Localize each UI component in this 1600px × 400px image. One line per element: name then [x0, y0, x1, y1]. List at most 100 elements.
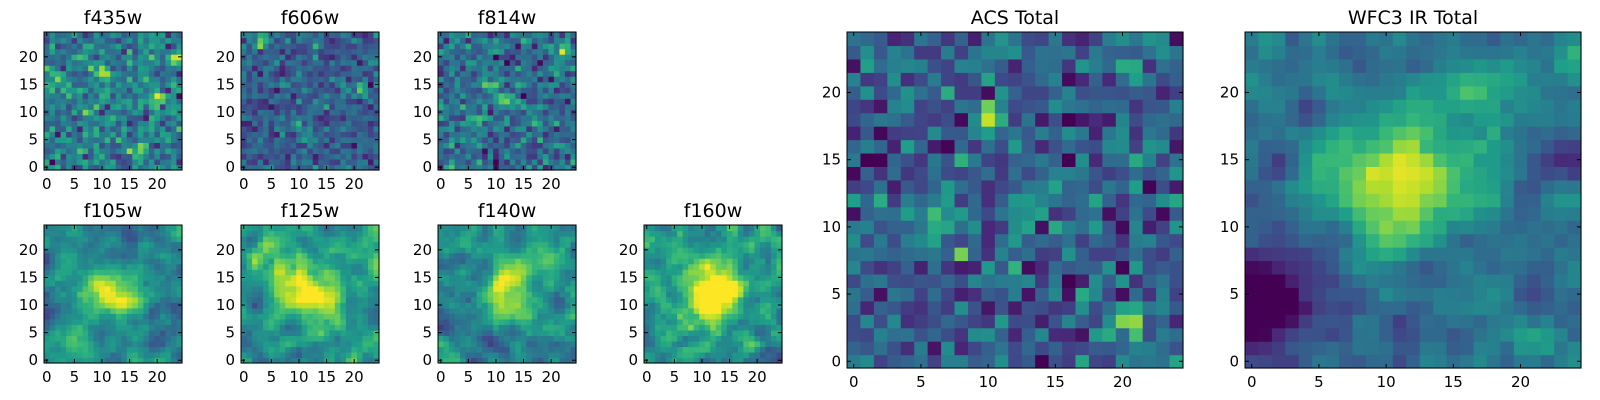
heatmap-cell: [1169, 206, 1184, 221]
heatmap-cell: [165, 59, 172, 66]
heatmap-cell: [329, 109, 336, 116]
x-tick-label: 0: [42, 175, 52, 193]
heatmap-cell: [252, 147, 259, 155]
heatmap-cell: [559, 263, 566, 270]
heatmap-cell: [493, 114, 500, 121]
heatmap-cell: [165, 153, 172, 160]
heatmap-cell: [1075, 273, 1090, 288]
heatmap-cell: [268, 158, 275, 166]
heatmap-cell: [143, 125, 150, 132]
heatmap-cell: [126, 87, 133, 94]
heatmap-cell: [170, 120, 178, 127]
heatmap-cell: [318, 59, 325, 66]
heatmap-cell: [115, 48, 122, 55]
heatmap-cell: [564, 103, 572, 110]
heatmap-cell: [362, 247, 369, 254]
heatmap-cell: [860, 152, 875, 167]
heatmap-cell: [482, 153, 489, 160]
heatmap-cell: [682, 335, 689, 342]
heatmap-cell: [263, 247, 270, 254]
heatmap-cell: [515, 87, 522, 94]
heatmap-cell: [553, 307, 561, 314]
heatmap-cell: [765, 247, 772, 254]
heatmap-cell: [655, 258, 662, 265]
heatmap-cell: [666, 285, 673, 292]
heatmap-cell: [88, 269, 95, 276]
heatmap-cell: [154, 236, 161, 243]
heatmap-cell: [559, 125, 566, 132]
heatmap-cell: [515, 357, 522, 364]
heatmap-cell: [104, 92, 111, 99]
heatmap-cell: [356, 258, 364, 265]
heatmap-cell: [351, 236, 358, 243]
heatmap-cell: [318, 225, 325, 232]
heatmap-cell: [715, 236, 722, 243]
heatmap-cell: [252, 164, 259, 171]
heatmap-cell: [362, 153, 369, 160]
heatmap-cell: [285, 125, 292, 132]
heatmap-cell: [323, 236, 330, 243]
heatmap-cell: [329, 59, 336, 66]
heatmap-cell: [737, 335, 744, 342]
heatmap-cell: [362, 114, 369, 121]
heatmap-cell: [770, 313, 778, 320]
heatmap-cell: [143, 313, 150, 320]
heatmap-cell: [726, 280, 733, 287]
heatmap-cell: [137, 70, 144, 77]
heatmap-cell: [82, 318, 89, 325]
heatmap-cell: [55, 48, 62, 55]
heatmap-cell: [710, 258, 717, 265]
heatmap-cell: [268, 351, 275, 359]
heatmap-cell: [88, 247, 95, 254]
heatmap-cell: [655, 340, 662, 348]
heatmap-cell: [860, 300, 875, 315]
heatmap-cell: [93, 87, 100, 94]
heatmap-cell: [671, 351, 678, 359]
heatmap-cell: [748, 307, 755, 314]
heatmap-cell: [548, 274, 555, 281]
heatmap-cell: [170, 59, 178, 66]
heatmap-cell: [176, 340, 183, 348]
heatmap-cell: [520, 346, 527, 353]
heatmap-cell: [847, 341, 862, 356]
heatmap-cell: [471, 269, 478, 276]
heatmap-cell: [88, 241, 95, 248]
heatmap-cell: [666, 296, 673, 303]
heatmap-cell: [1062, 341, 1077, 356]
heatmap-cell: [334, 92, 341, 99]
heatmap-cell: [748, 241, 755, 248]
heatmap-cell: [465, 351, 472, 359]
heatmap-cell: [887, 193, 902, 208]
heatmap-cell: [351, 291, 358, 298]
heatmap-cell: [504, 357, 511, 364]
heatmap-cell: [279, 164, 286, 171]
heatmap-cell: [1156, 193, 1171, 208]
heatmap-cell: [55, 147, 62, 155]
heatmap-cell: [126, 236, 133, 243]
heatmap-cell: [1021, 354, 1036, 369]
heatmap-cell: [487, 164, 494, 171]
heatmap-cell: [520, 318, 527, 325]
heatmap-cell: [1115, 354, 1130, 369]
heatmap-cell: [307, 131, 314, 138]
heatmap-cell: [345, 351, 352, 359]
heatmap-cell: [981, 327, 996, 342]
heatmap-cell: [443, 313, 450, 320]
heatmap-cell: [49, 87, 56, 94]
heatmap-cell: [296, 335, 303, 342]
heatmap-cell: [104, 329, 111, 336]
heatmap-cell: [268, 230, 275, 237]
heatmap-cell: [66, 357, 73, 364]
heatmap-cell: [914, 314, 929, 329]
heatmap-cell: [504, 318, 511, 325]
heatmap-cell: [49, 81, 56, 88]
heatmap-cell: [509, 230, 516, 237]
heatmap-cell: [126, 48, 133, 55]
heatmap-cell: [334, 335, 341, 342]
heatmap-cell: [285, 329, 292, 336]
heatmap-cell: [509, 76, 516, 83]
heatmap-cell: [476, 70, 483, 77]
heatmap-cell: [274, 357, 281, 364]
heatmap-cell: [515, 252, 522, 259]
heatmap-cell: [1115, 300, 1130, 315]
